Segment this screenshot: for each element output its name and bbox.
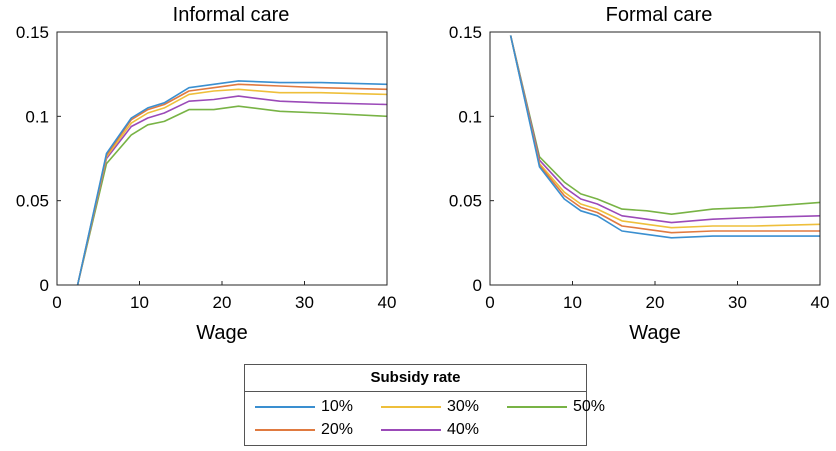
x-axis-label-formal: Wage [629, 322, 681, 344]
series-line-p0-40 [76, 95, 388, 286]
y-tick-label-p0-0: 0 [40, 276, 49, 295]
series-line-p1-30 [509, 35, 821, 229]
series-line-p0-10 [76, 80, 388, 286]
y-tick-label-p0-0-1: 0.1 [25, 107, 49, 126]
y-tick-label-p0-0-05: 0.05 [16, 192, 49, 211]
x-tick-label-p1-20: 20 [646, 293, 665, 312]
series-line-p0-20 [76, 83, 388, 286]
x-tick-label-p0-30: 30 [295, 293, 314, 312]
x-axis-label-informal: Wage [196, 322, 248, 344]
series-line-p1-20 [509, 35, 820, 234]
legend-label-10: 10% [321, 398, 354, 415]
x-tick-label-p1-30: 30 [728, 293, 747, 312]
legend-label-40: 40% [447, 421, 480, 438]
series-line-p1-10 [509, 35, 820, 239]
x-tick-label-p0-10: 10 [130, 293, 149, 312]
x-tick-label-p0-0: 0 [52, 293, 61, 312]
series-line-p0-50 [76, 105, 388, 286]
y-tick-label-p0-0-15: 0.15 [16, 23, 49, 42]
chart-title-formal: Formal care [606, 4, 713, 26]
legend-swatch-10 [255, 406, 315, 408]
legend-swatch-30 [381, 406, 441, 408]
legend-label-30: 30% [447, 398, 480, 415]
y-tick-label-p1-0-05: 0.05 [449, 192, 482, 211]
x-tick-label-p0-40: 40 [378, 293, 397, 312]
x-tick-label-p1-10: 10 [563, 293, 582, 312]
panel-formal-care: Formal care 0 10 20 30 40 0 0.05 0.1 0.15 Wage [449, 4, 830, 344]
x-tick-label-p1-40: 40 [811, 293, 830, 312]
plot-frame-formal [489, 31, 821, 286]
y-tick-label-p1-0: 0 [473, 276, 482, 295]
x-tick-label-p1-0: 0 [485, 293, 494, 312]
panel-informal-care: Informal care 0 10 20 30 40 0 0.05 0.1 0.15 Wage [16, 4, 397, 344]
legend-label-20: 20% [321, 421, 354, 438]
legend: Subsidy rate 10% 20% 30% 40% 50% [244, 364, 605, 446]
plot-frame-informal [56, 31, 388, 286]
legend-swatch-50 [507, 406, 567, 408]
legend-title: Subsidy rate [245, 365, 586, 392]
legend-label-50: 50% [573, 398, 606, 415]
y-tick-label-p1-0-15: 0.15 [449, 23, 482, 42]
series-line-p0-30 [76, 88, 388, 286]
series-line-p1-40 [509, 35, 821, 224]
series-line-p1-50 [509, 35, 821, 215]
legend-swatch-40 [381, 429, 441, 431]
legend-swatch-20 [255, 429, 315, 431]
x-tick-label-p0-20: 20 [213, 293, 232, 312]
chart-title-informal: Informal care [173, 4, 290, 26]
y-tick-label-p1-0-1: 0.1 [458, 107, 482, 126]
